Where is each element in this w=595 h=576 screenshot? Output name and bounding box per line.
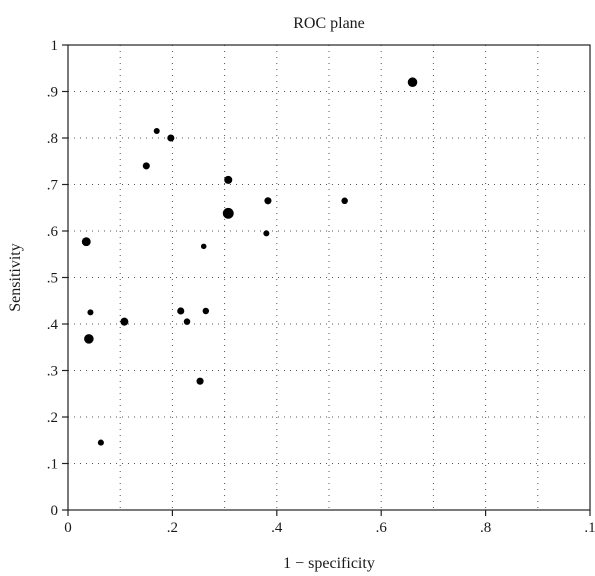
y-tick-label: .8 [47, 131, 58, 147]
x-tick-label: .8 [480, 520, 491, 536]
data-point [97, 439, 104, 446]
y-tick-label: 1 [51, 38, 59, 54]
data-point [224, 175, 233, 184]
data-point [142, 162, 150, 170]
data-point [341, 197, 348, 205]
data-point [177, 307, 185, 315]
x-tick-label: 0 [64, 520, 72, 536]
data-point [202, 307, 210, 315]
data-point [183, 318, 191, 325]
grid-lines [68, 45, 590, 510]
x-axis: 0 .2 .4 .6 .8 .1 [64, 510, 595, 536]
data-point [222, 207, 234, 219]
data-point [196, 377, 204, 385]
y-tick-label: .9 [47, 85, 58, 101]
data-point [84, 334, 94, 344]
y-tick-label: .6 [47, 224, 59, 240]
x-tick-label: .2 [167, 520, 178, 536]
data-point [120, 317, 129, 326]
y-axis: 0 .1 .2 .3 .4 .5 .6 .7 .8 .9 1 [47, 38, 68, 519]
data-point [81, 237, 91, 247]
data-point [407, 77, 418, 87]
y-tick-label: .7 [47, 178, 59, 194]
y-tick-label: .4 [47, 317, 59, 333]
data-point [200, 243, 207, 250]
y-tick-label: .5 [47, 271, 58, 287]
data-points [81, 77, 418, 446]
y-tick-label: 0 [51, 503, 59, 519]
data-point [263, 230, 270, 237]
data-point [87, 309, 94, 316]
y-axis-label: Sensitivity [7, 243, 24, 311]
y-tick-label: .2 [47, 410, 58, 426]
x-tick-label: .1 [584, 520, 595, 536]
y-tick-label: .3 [47, 364, 58, 380]
x-tick-label: .4 [271, 520, 283, 536]
data-point [264, 197, 272, 205]
data-point [153, 128, 160, 135]
x-axis-label: 1 − specificity [283, 555, 375, 572]
x-tick-label: .6 [376, 520, 388, 536]
chart-title: ROC plane [293, 15, 365, 32]
y-tick-label: .1 [47, 457, 58, 473]
data-point [167, 134, 175, 142]
